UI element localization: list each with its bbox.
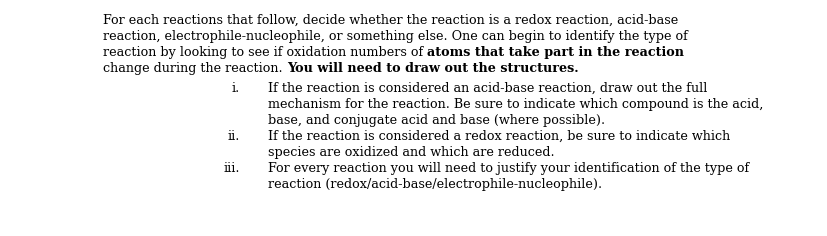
Text: mechanism for the reaction. Be sure to indicate which compound is the acid,: mechanism for the reaction. Be sure to i… bbox=[268, 98, 762, 111]
Text: If the reaction is considered a redox reaction, be sure to indicate which: If the reaction is considered a redox re… bbox=[268, 130, 729, 143]
Text: If the reaction is considered an acid-base reaction, draw out the full: If the reaction is considered an acid-ba… bbox=[268, 82, 706, 95]
Text: You will need to draw out the structures.: You will need to draw out the structures… bbox=[286, 62, 577, 75]
Text: reaction by looking to see if oxidation numbers of: reaction by looking to see if oxidation … bbox=[103, 46, 427, 59]
Text: reaction (redox/acid-base/electrophile-nucleophile).: reaction (redox/acid-base/electrophile-n… bbox=[268, 178, 601, 191]
Text: For each reactions that follow, decide whether the reaction is a redox reaction,: For each reactions that follow, decide w… bbox=[103, 14, 677, 27]
Text: atoms that take part in the reaction: atoms that take part in the reaction bbox=[427, 46, 683, 59]
Text: reaction, electrophile-nucleophile, or something else. One can begin to identify: reaction, electrophile-nucleophile, or s… bbox=[103, 30, 687, 43]
Text: base, and conjugate acid and base (where possible).: base, and conjugate acid and base (where… bbox=[268, 114, 605, 127]
Text: iii.: iii. bbox=[223, 162, 240, 175]
Text: ii.: ii. bbox=[227, 130, 240, 143]
Text: change during the reaction.: change during the reaction. bbox=[103, 62, 286, 75]
Text: i.: i. bbox=[232, 82, 240, 95]
Text: For every reaction you will need to justify your identification of the type of: For every reaction you will need to just… bbox=[268, 162, 748, 175]
Text: species are oxidized and which are reduced.: species are oxidized and which are reduc… bbox=[268, 146, 554, 159]
